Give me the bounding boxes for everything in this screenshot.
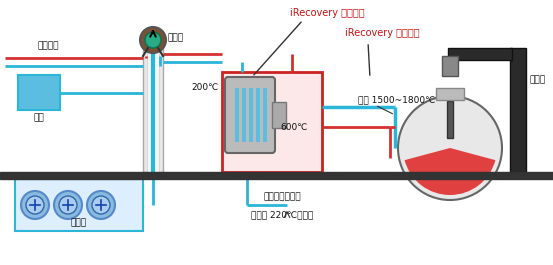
Text: 蒸汽排出: 蒸汽排出 (37, 41, 59, 50)
Text: 600℃: 600℃ (280, 122, 307, 131)
Text: 循环泵: 循环泵 (71, 218, 87, 227)
Circle shape (145, 32, 161, 48)
Bar (448, 48, 512, 60)
Text: 集汽鼓: 集汽鼓 (168, 33, 184, 42)
Bar (242, 88, 246, 142)
Circle shape (59, 196, 77, 214)
Bar (442, 56, 458, 76)
Circle shape (26, 196, 44, 214)
FancyBboxPatch shape (225, 77, 275, 153)
Text: 供水: 供水 (34, 113, 44, 122)
Bar (510, 48, 526, 172)
Bar (436, 88, 464, 100)
Bar (18, 75, 60, 110)
Bar (272, 102, 286, 128)
Bar (235, 88, 239, 142)
Text: iRecovery 废气管道: iRecovery 废气管道 (345, 28, 420, 38)
Circle shape (398, 96, 502, 200)
Bar (143, 38, 163, 172)
Bar (256, 88, 260, 142)
Text: 200℃: 200℃ (192, 82, 219, 91)
Bar (15, 179, 143, 231)
Text: iRecovery 废热锅炉: iRecovery 废热锅炉 (290, 8, 364, 18)
Circle shape (21, 191, 49, 219)
Bar (249, 88, 253, 142)
Circle shape (92, 196, 110, 214)
Text: 最大 1500~1800℃: 最大 1500~1800℃ (358, 95, 435, 104)
Circle shape (54, 191, 82, 219)
Bar (222, 72, 322, 172)
Text: 蒸汽－水混合物: 蒸汽－水混合物 (263, 192, 301, 201)
Circle shape (87, 191, 115, 219)
Wedge shape (405, 148, 495, 195)
Bar (147, 38, 159, 172)
Bar (447, 101, 453, 138)
Text: 电炉弧: 电炉弧 (530, 76, 546, 85)
Bar (0, 172, 553, 179)
Bar (263, 88, 267, 142)
Circle shape (140, 27, 166, 53)
Text: 在沸点 220℃增压水: 在沸点 220℃增压水 (251, 210, 313, 219)
